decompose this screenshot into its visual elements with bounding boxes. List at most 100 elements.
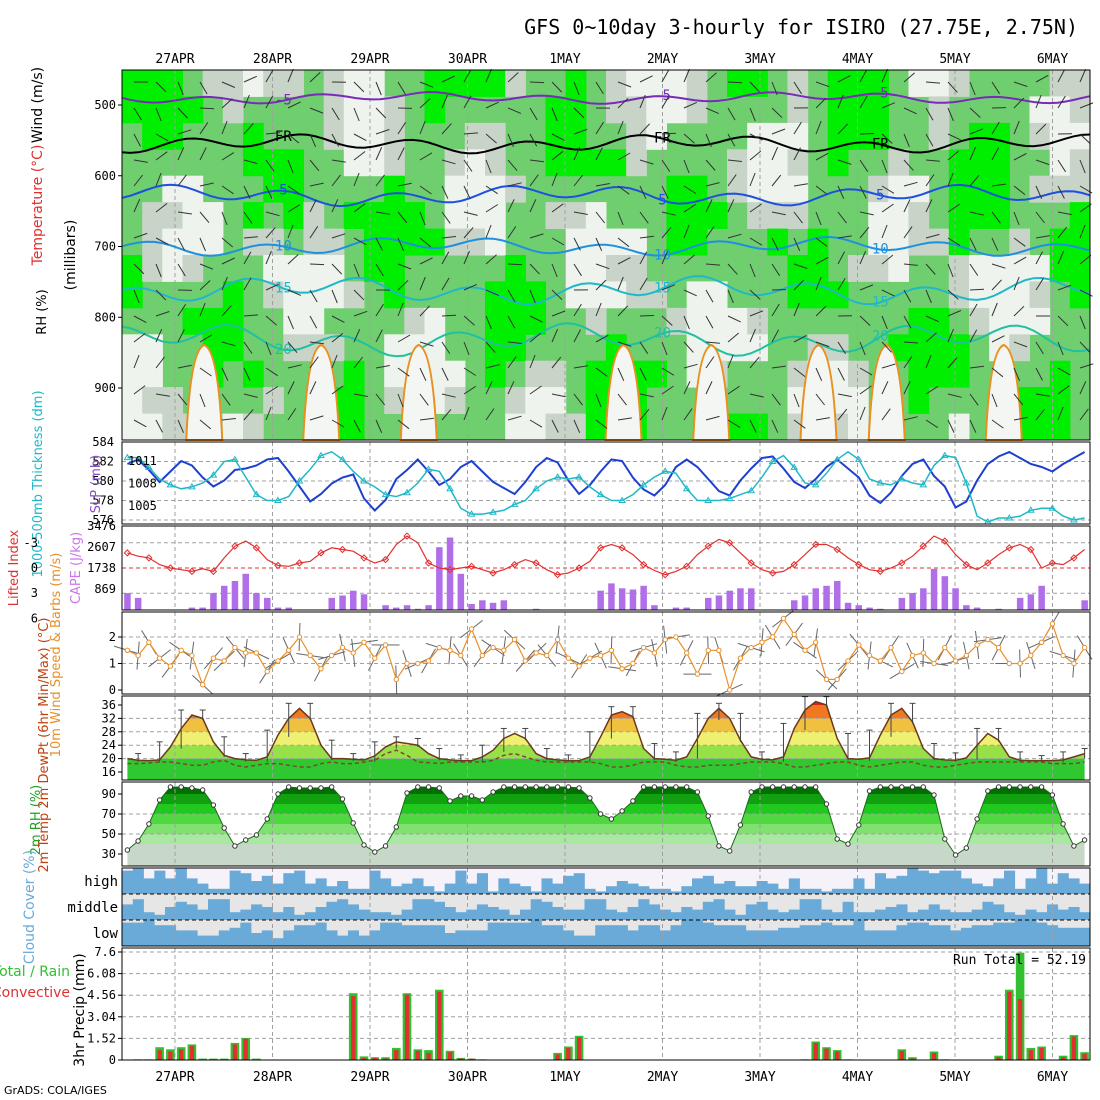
wind-speed-marker (619, 666, 625, 672)
wind-barb (815, 393, 825, 406)
wind-barb (661, 226, 672, 239)
cape-bar (920, 588, 927, 610)
wind-panel-frame (121, 611, 1091, 695)
cloud-bar (165, 925, 177, 946)
cape-bar (253, 593, 260, 610)
wind-barb (1013, 237, 1026, 247)
cloud-bar (1025, 909, 1037, 920)
wind-barb (969, 303, 978, 317)
cape-bar (963, 605, 970, 610)
rh-marker (985, 788, 991, 794)
cloud-bar (1068, 927, 1080, 946)
cloud-bar (294, 870, 306, 894)
rh-marker (909, 784, 916, 790)
thickness-marker (747, 486, 756, 494)
rh-marker (436, 785, 442, 791)
wind-barb (133, 174, 143, 187)
wind-barb (573, 81, 580, 96)
rh-cell (444, 149, 466, 177)
rh-cell (565, 70, 587, 97)
rh-marker (1028, 784, 1034, 790)
rh-cell (263, 149, 284, 177)
contour-label: 10 (654, 247, 671, 263)
thickness-marker (188, 482, 196, 490)
cloud-bar (788, 909, 800, 920)
rh-cell (464, 175, 486, 203)
cloud-bar (143, 920, 155, 946)
rh-cell (505, 70, 526, 97)
wind-barb (243, 367, 251, 381)
thickness-marker (510, 500, 519, 507)
wind-barb (705, 226, 715, 239)
wind-speed-marker (931, 660, 937, 667)
wind-barb (727, 354, 734, 369)
wind-barb (155, 237, 169, 245)
cloud-bar (175, 901, 187, 920)
rh-cell (424, 334, 446, 362)
cloud-bar (606, 909, 618, 920)
wind-barb (1079, 341, 1091, 353)
cloud-bar (154, 925, 166, 946)
wind-barb (595, 419, 608, 429)
wind-barb (991, 419, 1004, 429)
wind-barb (353, 151, 366, 161)
temperature-contour (121, 183, 1091, 208)
wind-barb (1079, 254, 1092, 265)
cloud-bar (917, 922, 929, 946)
wind-barb (309, 415, 324, 421)
lifted-index-marker (338, 545, 347, 554)
wind-barb (199, 107, 215, 110)
wind-speed-marker (275, 658, 281, 664)
contour-label: 15 (872, 294, 889, 310)
cape-bar (221, 585, 228, 610)
cape-bar (1016, 597, 1024, 610)
wind-barb (507, 159, 518, 172)
date-label-bottom: 6MAY (1037, 1070, 1068, 1085)
wind-speed-marker (425, 658, 432, 664)
wind-speed-marker (156, 655, 163, 661)
cape-bar (1027, 594, 1035, 610)
rh-marker (780, 784, 787, 790)
wind-barb (705, 182, 720, 187)
wind-barb (1013, 120, 1020, 135)
rh-marker (1081, 837, 1088, 843)
cloud-bar (670, 912, 682, 920)
wind-barb (243, 236, 258, 239)
wind-speed-marker (253, 650, 260, 656)
lifted-index-marker (769, 569, 777, 577)
cloud-bar (960, 878, 972, 894)
wind-speed-marker (737, 655, 744, 661)
rh-cell (142, 122, 163, 150)
rh-cell (908, 228, 930, 256)
contour-label: 15 (275, 280, 292, 296)
rh-marker (705, 813, 711, 819)
wind-speed-marker (834, 676, 840, 683)
rh-marker (447, 798, 453, 804)
rh-cell (505, 307, 526, 335)
rh-cell (162, 96, 183, 124)
wind-barb (221, 152, 235, 161)
rh-marker (124, 847, 131, 853)
pressure-axis-label: (millibars) (63, 220, 79, 291)
wind-barb (859, 367, 873, 376)
wind-speed-marker (458, 652, 464, 659)
cloud-bar (337, 899, 349, 920)
wind-barb (353, 203, 366, 213)
wind-speed-marker (866, 652, 873, 659)
wind-barb (793, 211, 803, 224)
wind-barb (705, 159, 716, 171)
rh-cell (364, 96, 385, 124)
cloud-bar (509, 922, 521, 946)
rh-cell (787, 281, 809, 309)
wind-barb (529, 233, 544, 239)
temp-tick-label: 32 (102, 711, 116, 725)
rh-cell (303, 281, 325, 309)
wind-barb (177, 329, 185, 343)
wind-speed-marker (576, 663, 582, 669)
wind-barb (155, 151, 168, 161)
temperature-contour (121, 133, 1091, 155)
wind-barb (419, 120, 426, 135)
wind-barb (661, 367, 675, 376)
date-label-top: 30APR (448, 52, 487, 67)
wind-barb (1013, 153, 1027, 161)
